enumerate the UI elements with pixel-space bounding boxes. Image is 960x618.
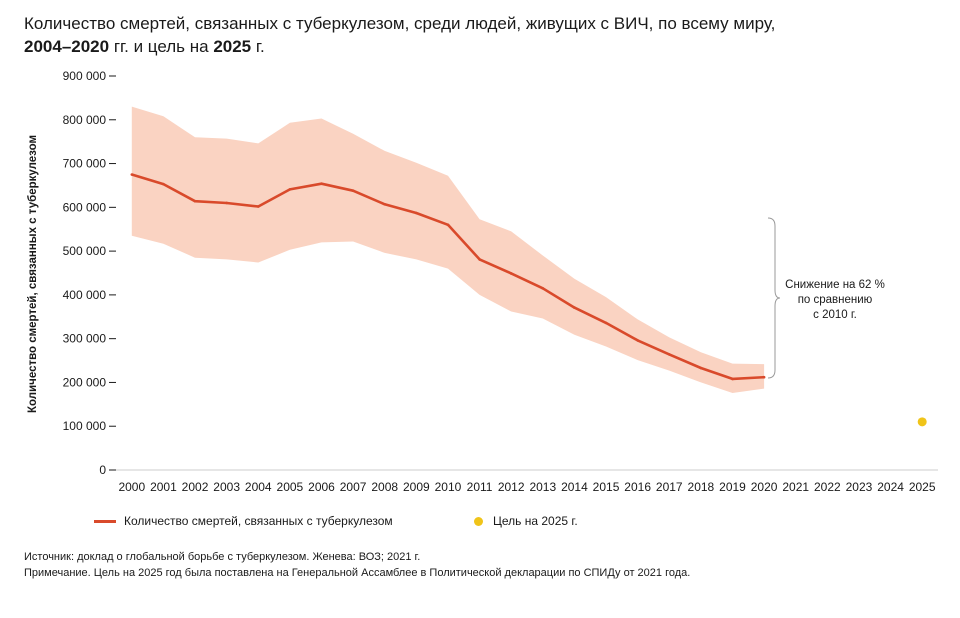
- x-tick-label: 2003: [213, 480, 240, 494]
- chart-title: Количество смертей, связанных с туберкул…: [24, 12, 924, 58]
- x-tick-label: 2010: [435, 480, 462, 494]
- footer: Источник: доклад о глобальной борьбе с т…: [24, 549, 690, 581]
- y-tick-label: 200 000: [63, 375, 107, 389]
- x-tick-label: 2016: [624, 480, 651, 494]
- x-tick-label: 2005: [277, 480, 304, 494]
- plot-area: [130, 106, 927, 427]
- annotation-line-2: по сравнению: [797, 294, 873, 306]
- y-axis: 0 100 000 200 000 300 000 400 000 500 000 600 …: [63, 69, 116, 477]
- data-point: [762, 375, 766, 379]
- legend-series-label: Количество смертей, связанных с туберкул…: [124, 514, 393, 528]
- y-tick-label: 800 000: [63, 113, 107, 127]
- x-tick-label: 2004: [245, 480, 272, 494]
- legend-target-label: Цель на 2025 г.: [493, 514, 578, 528]
- x-tick-label: 2024: [877, 480, 904, 494]
- x-tick-label: 2012: [498, 480, 525, 494]
- annotation-line-3: с 2010 г.: [813, 309, 857, 321]
- x-tick-label: 2018: [688, 480, 715, 494]
- x-tick-label: 2019: [719, 480, 746, 494]
- x-tick-label: 2021: [782, 480, 809, 494]
- y-axis-label: Количество смертей, связанных с туберкул…: [27, 135, 39, 413]
- title-line-1: Количество смертей, связанных с туберкул…: [24, 14, 776, 33]
- y-tick-label: 900 000: [63, 69, 107, 83]
- title-mid: гг. и цель на: [109, 37, 214, 56]
- y-tick-label: 500 000: [63, 244, 107, 258]
- data-point: [478, 258, 481, 261]
- x-tick-label: 2000: [118, 480, 145, 494]
- data-point: [541, 287, 545, 290]
- x-tick-label: 2014: [561, 480, 588, 494]
- x-tick-label: 2013: [529, 480, 556, 494]
- source-text: Источник: доклад о глобальной борьбе с т…: [24, 551, 421, 563]
- data-point: [320, 182, 323, 185]
- x-tick-label: 2001: [150, 480, 177, 494]
- annotation-line-1: Снижение на 62 %: [785, 279, 885, 291]
- legend-dot-swatch: [474, 516, 483, 526]
- data-point: [162, 182, 165, 186]
- legend-series: Количество смертей, связанных с туберкул…: [94, 514, 393, 528]
- title-target-year: 2025: [213, 37, 252, 56]
- x-tick-label: 2006: [308, 480, 335, 494]
- data-point: [731, 377, 734, 381]
- annotation-bracket: [767, 217, 781, 379]
- data-point: [446, 223, 450, 227]
- data-point: [573, 306, 576, 309]
- title-line-2: 2004–2020 гг. и цель на 2025 г.: [24, 35, 924, 58]
- x-tick-label: 2007: [340, 480, 367, 494]
- data-point: [667, 353, 671, 356]
- x-tick-label: 2020: [751, 480, 778, 494]
- data-point: [509, 272, 513, 275]
- x-tick-label: 2008: [371, 480, 398, 494]
- title-years: 2004–2020: [24, 37, 110, 56]
- data-point: [351, 189, 355, 192]
- legend-line-swatch: [94, 519, 116, 523]
- x-tick-label: 2023: [846, 480, 873, 494]
- x-tick-label: 2017: [656, 480, 683, 494]
- x-tick-label: 2002: [182, 480, 209, 494]
- x-tick-label: 2011: [467, 480, 493, 494]
- uncertainty-band: [131, 106, 765, 393]
- data-point: [256, 205, 260, 208]
- legend-target: Цель на 2025 г.: [474, 514, 578, 528]
- title-end: г.: [251, 37, 265, 56]
- x-tick-label: 2025: [909, 480, 936, 494]
- data-point: [415, 211, 418, 215]
- y-tick-label: 0: [99, 463, 106, 477]
- y-tick-label: 600 000: [63, 200, 107, 214]
- data-point: [699, 366, 703, 370]
- x-tick-label: 2015: [593, 480, 620, 494]
- x-tick-label: 2009: [403, 480, 430, 494]
- data-point: [604, 321, 608, 325]
- data-point: [636, 339, 639, 342]
- y-tick-label: 700 000: [63, 157, 107, 171]
- y-tick-label: 300 000: [63, 332, 107, 346]
- annotation-text: Снижение на 62 % по сравнению с 2010 г.: [775, 278, 895, 323]
- target-point: [917, 417, 927, 427]
- data-point: [130, 173, 134, 176]
- note-text: Примечание. Цель на 2025 год была постав…: [24, 567, 691, 579]
- data-point: [193, 199, 197, 203]
- y-tick-label: 100 000: [63, 419, 107, 433]
- data-point: [383, 202, 387, 206]
- x-tick-label: 2022: [814, 480, 841, 494]
- y-tick-label: 400 000: [63, 288, 107, 302]
- data-point: [288, 188, 292, 191]
- x-axis: 2000 2001 2002 2003 2004 2005 2006 2007 2008 2009…: [116, 469, 938, 494]
- data-point: [225, 201, 228, 205]
